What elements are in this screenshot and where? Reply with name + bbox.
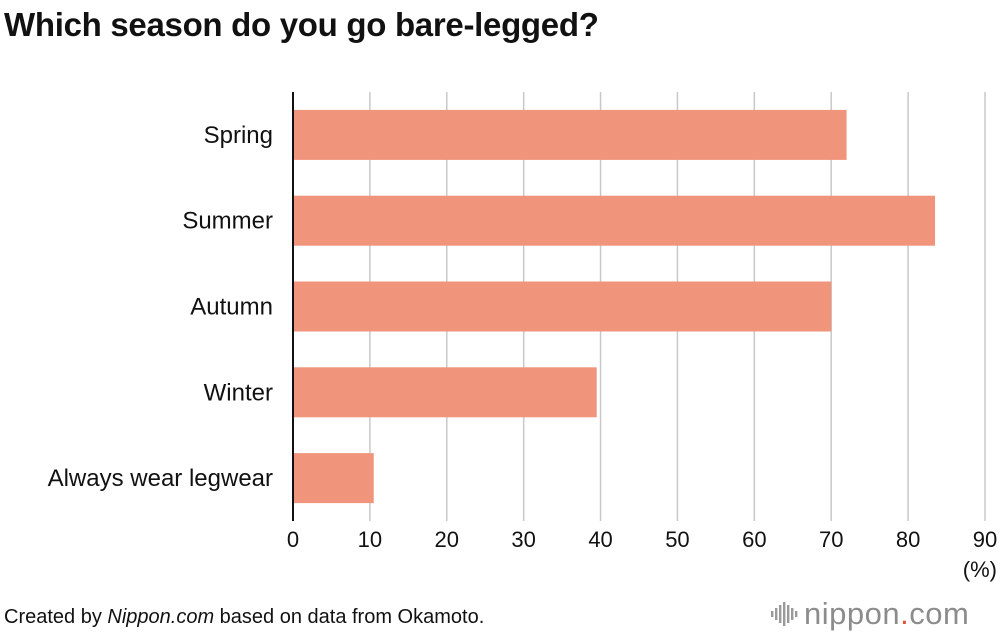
x-tick-label: 70: [819, 527, 843, 552]
bar-spring: [293, 109, 847, 160]
chart-title: Which season do you go bare-legged?: [4, 6, 599, 43]
category-label: Autumn: [190, 294, 273, 321]
source-prefix: Created by: [4, 606, 108, 628]
source-name: Nippon.com: [107, 606, 215, 628]
bar-winter: [293, 367, 597, 418]
logo-word: nippon: [804, 596, 901, 631]
category-label: Winter: [204, 379, 273, 406]
x-tick-label: 90: [973, 527, 997, 552]
nippon-logo-mark-icon: [771, 602, 798, 626]
bar-always-wear-legwear: [293, 453, 374, 504]
x-tick-label: 40: [588, 527, 612, 552]
x-tick-label: 20: [435, 527, 459, 552]
source-suffix: based on data from Okamoto.: [214, 606, 485, 628]
x-tick-label: 30: [511, 527, 535, 552]
x-tick-label: 80: [896, 527, 920, 552]
bar-summer: [293, 195, 936, 246]
nippon-logo: nippon.com: [770, 596, 969, 632]
source-note: Created by Nippon.com based on data from…: [4, 606, 484, 629]
logo-dot: .: [900, 596, 910, 631]
x-tick-label: 50: [665, 527, 689, 552]
x-tick-label: 60: [742, 527, 766, 552]
nippon-logo-text: nippon.com: [804, 596, 969, 632]
x-tick-label: 10: [358, 527, 382, 552]
logo-tld: com: [909, 596, 970, 631]
category-label: Always wear legwear: [48, 465, 273, 492]
x-tick-label: 0: [287, 527, 299, 552]
unit-label: (%): [963, 557, 997, 582]
bar-autumn: [293, 281, 832, 332]
category-label: Summer: [182, 208, 273, 235]
category-label: Spring: [204, 122, 273, 149]
